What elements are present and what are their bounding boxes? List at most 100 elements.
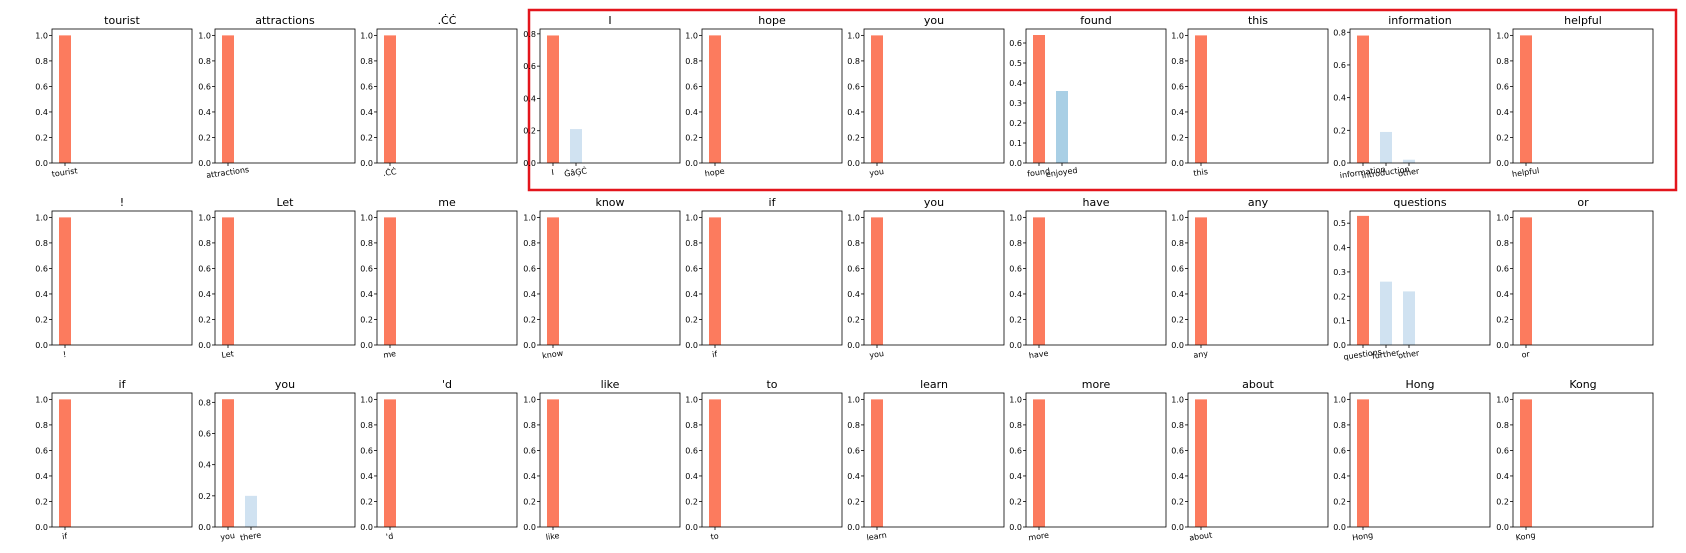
x-tick-label: learn [866,531,887,543]
subplot: Let 0.0 0.2 0.4 0.6 0.8 1.0 Let [198,196,356,360]
y-tick-label: 1.0 [847,213,860,222]
subplot: like 0.0 0.2 0.4 0.6 0.8 1.0 like [523,378,681,542]
x-tick-label: you [869,167,885,178]
y-tick-label: 0.8 [1496,239,1509,248]
subplot: about 0.0 0.2 0.4 0.6 0.8 1.0 about [1171,378,1329,543]
y-tick-label: 0.6 [523,62,536,71]
y-tick-label: 0.0 [685,341,698,350]
x-tick-label: other [1397,348,1420,360]
plot-frame [51,210,193,346]
bar [384,217,396,345]
x-tick-label: you [220,531,236,542]
x-tick-label: ĠâĢĊ [564,165,589,179]
bar [547,399,559,527]
bar [1357,215,1369,345]
y-tick-label: 0.4 [523,94,536,103]
bar [1403,291,1415,345]
y-tick-label: 0.6 [198,82,211,91]
y-tick-label: 1.0 [1171,395,1184,404]
y-tick-label: 0.0 [1496,159,1509,168]
y-tick-label: 0.6 [198,430,211,439]
y-tick-label: 0.0 [360,341,373,350]
y-tick-label: 0.0 [1333,523,1346,532]
y-tick-label: 0.0 [35,341,48,350]
x-tick-label: .ĊĊ [382,166,397,178]
bar [384,35,396,163]
y-tick-label: 0.1 [1333,317,1346,326]
bar [871,217,883,345]
x-tick-label: to [710,531,719,541]
subplot-title: Hong [1406,378,1435,391]
y-tick-label: 0.2 [35,133,48,142]
y-tick-label: 0.2 [360,315,373,324]
y-tick-label: 0.2 [847,133,860,142]
plot-frame [1025,392,1167,528]
y-tick-label: 0.4 [1009,290,1022,299]
x-tick-label: Hong [1352,531,1374,543]
bar [547,217,559,345]
y-tick-label: 1.0 [1496,395,1509,404]
bar [1195,35,1207,163]
bar [1056,91,1068,163]
y-tick-label: 0.6 [523,446,536,455]
x-tick-label: ! [62,350,66,359]
subplot-title: or [1577,196,1589,209]
y-tick-label: 0.0 [35,523,48,532]
subplot-title: you [924,14,944,27]
subplot: you 0.0 0.2 0.4 0.6 0.8 1.0 you [847,196,1005,360]
bar [384,399,396,527]
y-tick-label: 0.4 [1333,244,1346,253]
x-tick-label: found [1027,166,1051,178]
y-tick-label: 0.6 [1171,264,1184,273]
plot-frame [376,392,518,528]
y-tick-label: 0.4 [360,472,373,481]
y-tick-label: 0.0 [1171,523,1184,532]
x-tick-label: or [1521,349,1531,359]
y-tick-label: 0.8 [1333,421,1346,430]
bar [709,217,721,345]
y-tick-label: 0.2 [1009,119,1022,128]
y-tick-label: 0.4 [685,290,698,299]
subplot-title: more [1082,378,1111,391]
y-tick-label: 0.0 [1009,523,1022,532]
y-tick-label: 0.0 [198,523,211,532]
y-tick-label: 0.0 [360,159,373,168]
plot-frame [214,28,356,164]
plot-frame [701,210,843,346]
plot-frame [214,392,356,528]
y-tick-label: 0.4 [685,472,698,481]
subplot-title: if [769,196,777,209]
y-tick-label: 0.4 [685,108,698,117]
y-tick-label: 0.6 [35,82,48,91]
subplot-title: Kong [1569,378,1596,391]
y-tick-label: 0.4 [1496,290,1509,299]
bar [1520,399,1532,527]
x-tick-label: other [1397,166,1420,178]
y-tick-label: 0.4 [360,290,373,299]
y-tick-label: 0.2 [523,315,536,324]
y-tick-label: 0.8 [847,239,860,248]
plot-frame [376,210,518,346]
subplot-title: Let [276,196,294,209]
bar [1357,399,1369,527]
bar [1380,281,1392,345]
x-tick-label: further [1371,348,1400,361]
y-tick-label: 0.2 [847,315,860,324]
y-tick-label: 0.8 [1496,421,1509,430]
y-tick-label: 0.6 [1171,82,1184,91]
y-tick-label: 0.6 [847,264,860,273]
y-tick-label: 0.4 [1171,290,1184,299]
y-tick-label: 1.0 [35,213,48,222]
subplot-title: information [1388,14,1452,27]
y-tick-label: 0.6 [360,264,373,273]
plot-frame [1187,28,1329,164]
y-tick-label: 0.8 [523,421,536,430]
subplot: you 0.0 0.2 0.4 0.6 0.8 1.0 you [847,14,1005,178]
y-tick-label: 1.0 [198,31,211,40]
y-tick-label: 0.6 [1496,264,1509,273]
x-tick-label: 'd [385,532,393,542]
bar [1033,217,1045,345]
bar [222,217,234,345]
